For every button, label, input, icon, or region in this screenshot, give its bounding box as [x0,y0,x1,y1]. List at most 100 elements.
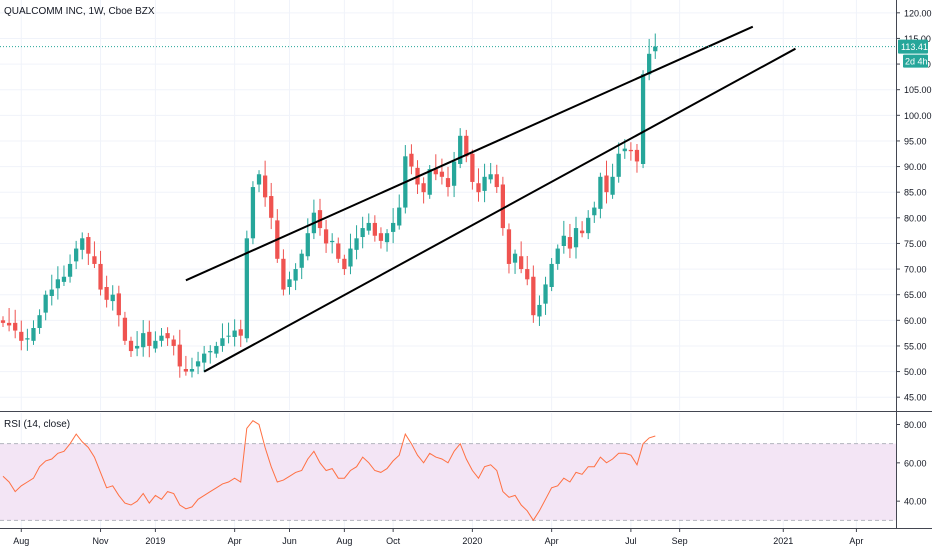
candle-body [439,171,445,177]
candle-body [506,229,512,264]
price-tick-label: 100.00 [904,111,932,121]
time-tick-label: Aug [13,536,29,546]
candle-body [586,217,591,234]
candle-body [244,238,249,339]
candle-body [317,210,323,229]
upper-channel-line [185,25,754,282]
candle-body [433,169,438,175]
candle-body [561,235,566,246]
candle-body [366,222,371,231]
candle-body [360,228,365,238]
candle-body [43,294,48,313]
candle-body [269,196,274,218]
candle-body [281,258,286,290]
candle-body [13,322,18,331]
candle-body [202,353,207,363]
price-tick-label: 65.00 [904,290,927,300]
candle-body [214,345,219,354]
price-tick-label: 75.00 [904,239,927,249]
candle-body [525,269,530,280]
candle-body [183,369,189,372]
rsi-band [0,443,896,521]
price-tick-label: 50.00 [904,367,927,377]
candle-body [616,153,621,177]
candle-body [512,253,518,263]
candle-body [531,276,536,316]
candle-body [55,279,60,289]
time-tick-label: Jun [282,536,297,546]
candle-body [92,256,97,264]
lower-channel-line [203,47,796,373]
candle-body [470,153,475,182]
candle-body [31,328,36,341]
candle-body [25,338,30,340]
candle-body [189,369,195,372]
candle-body [464,135,469,157]
candle-body [122,317,128,341]
candle-body [110,294,115,302]
price-tick-label: 105.00 [904,85,932,95]
candle-body [153,340,158,349]
time-tick-label: 2021 [773,536,793,546]
candle-body [500,184,505,229]
candle-body [195,361,201,367]
price-tick-label: 115.00 [904,34,931,44]
candle-body [628,149,634,152]
time-tick-label: Nov [93,536,110,546]
candle-body [573,228,579,248]
candle-body [445,178,451,188]
candle-body [494,174,499,188]
candle-body [86,237,91,254]
candle-body [49,289,54,296]
candle-body [598,176,603,209]
candle-body [653,46,658,52]
candle-body [165,333,170,339]
time-tick-label: Jul [625,536,637,546]
time-tick-label: Oct [386,536,401,546]
candle-body [128,340,134,352]
candle-body [67,263,73,277]
candle-body [537,304,542,317]
time-tick-label: 2019 [145,536,165,546]
candle-body [397,207,402,226]
candle-body [0,320,6,323]
candle-body [323,229,329,244]
candle-body [37,315,42,328]
last-price-badge [898,39,928,54]
candle-body [549,263,554,287]
candle-body [238,329,243,336]
candle-body [592,207,597,216]
candle-body [482,176,487,191]
candle-body [171,339,176,346]
price-tick-label: 70.00 [904,265,927,275]
candle-body [336,243,341,259]
candle-body [634,149,640,162]
candle-body [579,230,585,234]
candle-body [543,284,548,304]
candle-body [262,175,268,198]
candle-body [378,233,384,241]
candle-body [116,293,121,316]
rsi-line [2,420,656,522]
candle-body [519,256,524,270]
price-tick-label: 85.00 [904,188,927,198]
candle-body [134,345,140,349]
time-tick-label: Aug [336,536,352,546]
candle-body [622,148,627,152]
price-tick-label: 45.00 [904,393,927,403]
price-tick-label: 120.00 [904,8,932,18]
candle-body [159,335,164,341]
candle-body [147,331,152,346]
candle-body [354,238,359,250]
chart-title: QUALCOMM INC, 1W, Cboe BZX [4,6,155,17]
rsi-tick-label: 80.00 [904,420,927,430]
candle-body [98,263,103,290]
candle-body [409,153,414,167]
candle-body [610,176,615,195]
candle-body [141,333,146,348]
rsi-title: RSI (14, close) [4,419,71,430]
price-tick-label: 60.00 [904,316,927,326]
candle-body [80,238,85,250]
